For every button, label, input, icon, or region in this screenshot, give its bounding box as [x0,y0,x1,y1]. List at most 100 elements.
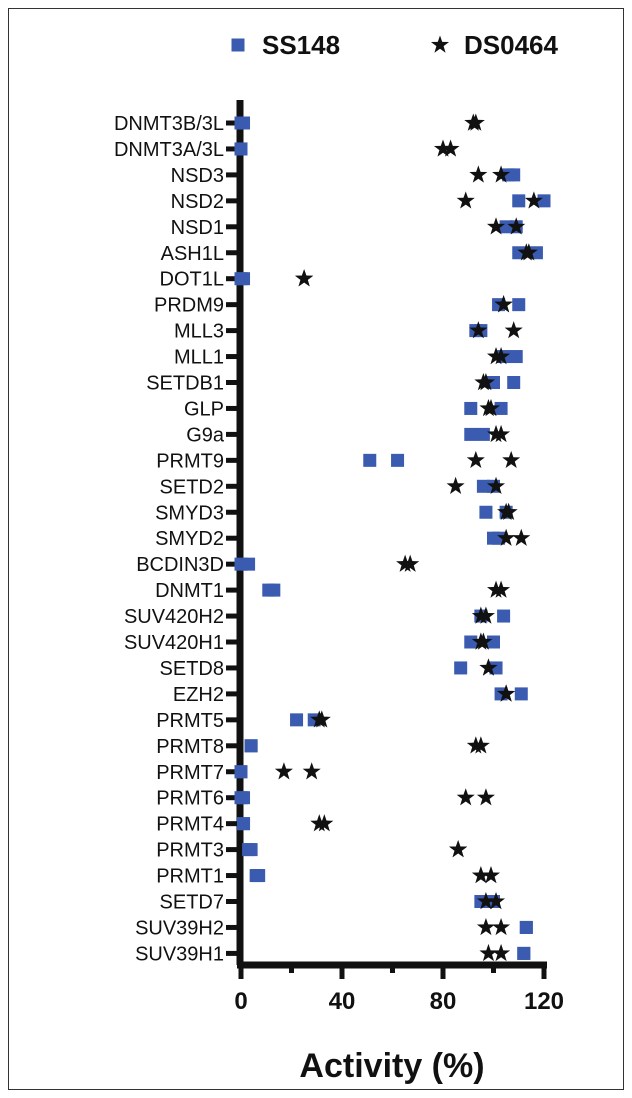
ds0464-point [476,788,495,806]
ds0464-point [456,788,475,806]
ds0464-point [499,502,518,520]
ds0464-point [492,917,511,936]
ss148-point [487,635,500,649]
ds0464-point [466,450,485,469]
x-tick-label: 80 [430,988,457,1015]
ds0464-point [497,684,516,702]
ss148-point [454,661,468,675]
ss148-point [237,272,251,286]
category-label: PRMT5 [156,710,224,732]
ss148-point [494,401,508,415]
ds0464-point [502,450,521,469]
ss148-point [464,401,478,415]
ss148-point [267,583,281,597]
ds0464-point [476,606,495,624]
category-label: SMYD3 [155,502,224,524]
category-label: NSD3 [171,165,224,187]
category-label: G9a [186,424,225,446]
ds0464-point [476,373,495,391]
ss148-point [252,869,266,883]
category-label: SMYD2 [155,528,224,550]
ss148-point [363,453,377,467]
category-label: PRMT1 [156,866,224,888]
category-label: SETD7 [160,892,224,914]
ss148-point [464,635,478,649]
ss148-point [242,557,256,571]
category-label: GLP [184,398,224,420]
ss148-point [519,920,533,934]
ss148-point [512,194,526,208]
ss148-point [237,791,251,805]
ds0464-point [492,580,511,598]
ss148-point [507,168,521,182]
ss148-point [479,505,493,519]
ss148-point [492,531,506,545]
category-label: PRDM9 [154,295,224,317]
category-label: DOT1L [160,269,224,291]
category-label: SETD8 [160,658,224,680]
category-label: SETDB1 [146,373,224,395]
category-label: DNMT1 [155,580,224,602]
category-label: MLL1 [174,347,224,369]
ds0464-point [486,217,506,235]
ds0464-point [492,943,511,962]
ds0464-point [504,321,523,339]
ss148-point [537,194,551,208]
category-label: BCDIN3D [136,554,224,576]
ss148-point [507,376,521,389]
legend-label: SS148 [262,30,340,60]
ss148-point [497,609,511,623]
category-label: NSD2 [171,191,224,213]
x-tick-labels: 0 40 80 120 [234,988,564,1015]
legend-marker [430,35,450,53]
ss148-point [234,765,248,779]
category-label: PRMT9 [156,450,224,472]
ds0464-point [471,736,490,754]
ss148-point [244,843,258,857]
ds0464-point [471,866,490,884]
ds0464-point [446,476,465,494]
legend: SS148 DS0464 [231,30,558,60]
ds0464-point [519,243,538,261]
ds0464-point [401,554,420,572]
category-labels: DNMT3B/3L DNMT3A/3L NSD3 NSD2 NSD1 ASH1L DOT1L… [114,113,225,965]
ss148-point [487,376,500,389]
category-label: PRMT3 [156,840,224,862]
ds0464-point [524,191,543,209]
ds0464-point [469,165,488,183]
ds0464-point [512,528,531,546]
category-label: SUV39H1 [135,943,224,965]
figure-frame [8,8,624,1090]
category-label: ASH1L [161,243,224,265]
legend-label: DS0464 [464,30,558,60]
category-label: DNMT3A/3L [114,139,224,161]
ss148-point [237,116,251,130]
ss148-point [234,142,248,156]
ds0464-point [479,658,498,676]
category-label: SETD2 [160,476,224,498]
ds0464-point [486,892,506,910]
category-label: PRMT7 [156,762,224,784]
ss148-point [512,246,526,260]
ss148-point [290,713,304,727]
ss148-point [517,946,531,960]
ss148-point [237,817,251,831]
category-label: EZH2 [173,684,224,706]
ds0464-point [476,892,495,910]
x-tick-label: 120 [524,988,564,1015]
ds0464-point [441,139,460,157]
ds0464-point [479,943,498,962]
ds0464-point [497,528,516,546]
ds0464-point [469,321,488,339]
ds0464-point [494,295,513,313]
ds0464-point [481,398,501,417]
category-label: NSD1 [171,217,224,239]
ss148-point [512,298,526,312]
ss148-point [509,350,523,364]
ds0464-point [481,866,501,884]
category-label: MLL3 [174,321,224,343]
ss148-point [489,661,503,675]
ds0464-point [295,269,314,287]
category-label: SUV420H2 [124,606,224,628]
ss148-point [464,427,478,441]
